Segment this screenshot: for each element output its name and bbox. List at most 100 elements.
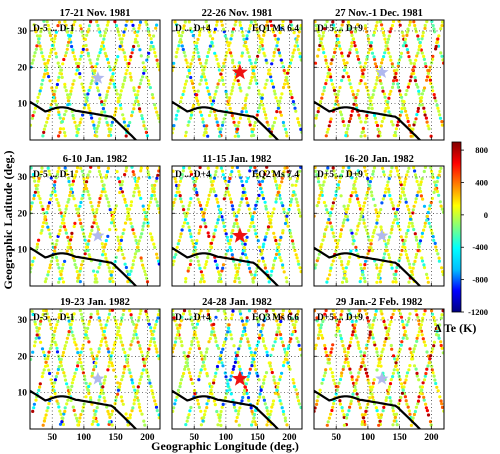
data-point — [276, 385, 280, 389]
data-point — [43, 215, 47, 219]
data-point — [71, 179, 75, 183]
data-point — [356, 224, 360, 228]
data-point — [259, 99, 263, 103]
data-point — [87, 24, 92, 28]
data-point — [287, 173, 291, 177]
data-point — [320, 37, 324, 41]
data-point — [71, 377, 75, 382]
data-point — [172, 200, 176, 205]
data-point — [384, 337, 388, 341]
data-point — [383, 51, 387, 55]
data-point — [416, 51, 420, 55]
data-point — [112, 224, 117, 228]
data-point — [202, 133, 206, 137]
data-point — [71, 315, 75, 319]
data-point — [79, 312, 83, 316]
data-point — [257, 180, 261, 184]
data-point — [122, 33, 126, 38]
data-point — [370, 194, 374, 198]
data-point — [299, 166, 302, 169]
data-point — [273, 391, 277, 395]
data-point — [400, 248, 404, 253]
data-point — [119, 89, 123, 93]
data-point — [378, 269, 382, 273]
epicenter-star-icon — [231, 63, 248, 80]
data-point — [110, 309, 115, 312]
data-point — [389, 58, 393, 62]
data-point — [110, 217, 114, 221]
data-point — [298, 123, 302, 127]
data-point — [291, 100, 295, 104]
data-point — [185, 211, 189, 215]
data-point — [42, 350, 46, 354]
data-point — [214, 315, 218, 319]
data-point — [65, 249, 69, 253]
data-point — [383, 340, 387, 344]
data-point — [213, 374, 217, 379]
data-point — [399, 55, 403, 59]
data-point — [189, 26, 193, 31]
data-point — [59, 357, 63, 361]
data-point — [130, 409, 134, 413]
data-point — [242, 246, 246, 250]
data-point — [298, 169, 302, 173]
data-point — [274, 315, 278, 319]
data-point — [407, 280, 411, 284]
data-point — [331, 374, 335, 379]
data-point — [134, 238, 138, 243]
data-point — [94, 409, 98, 413]
data-point — [73, 340, 77, 344]
data-point — [412, 412, 416, 417]
data-point — [109, 221, 114, 225]
data-point — [397, 350, 401, 354]
data-point — [381, 347, 385, 351]
data-point — [433, 180, 437, 184]
data-point — [72, 408, 76, 413]
data-point — [184, 361, 188, 365]
data-point — [281, 85, 286, 90]
data-point — [384, 249, 388, 253]
data-point — [347, 78, 351, 82]
data-point — [138, 381, 142, 385]
data-point — [335, 388, 339, 392]
data-point — [294, 320, 298, 324]
data-point — [109, 357, 113, 361]
data-point — [90, 351, 94, 355]
data-point — [338, 110, 343, 114]
data-point — [229, 392, 233, 396]
data-point — [40, 27, 44, 31]
data-point — [230, 204, 234, 208]
data-point — [391, 375, 395, 379]
data-point — [232, 211, 236, 215]
data-point — [88, 234, 92, 239]
data-point — [132, 194, 136, 198]
data-point — [217, 68, 221, 72]
data-point — [290, 332, 294, 337]
data-point — [389, 343, 393, 348]
data-point — [317, 106, 321, 110]
data-point — [265, 120, 269, 124]
data-point — [352, 389, 357, 393]
data-point — [150, 337, 154, 341]
data-point — [204, 61, 208, 65]
data-point — [156, 354, 160, 358]
data-point — [80, 169, 84, 173]
data-point — [184, 58, 188, 62]
data-point — [363, 263, 367, 267]
data-point — [94, 221, 99, 226]
data-point — [37, 176, 41, 180]
data-point — [118, 103, 122, 107]
data-point — [405, 48, 409, 52]
data-point — [352, 239, 356, 243]
data-point — [193, 330, 197, 334]
data-point — [332, 197, 337, 201]
data-point — [218, 415, 222, 419]
data-point — [255, 27, 259, 31]
data-point — [423, 343, 427, 347]
data-point — [95, 130, 99, 134]
data-point — [186, 416, 190, 420]
data-point — [369, 99, 373, 103]
data-point — [53, 329, 57, 333]
data-point — [172, 313, 175, 317]
data-point — [396, 85, 400, 89]
